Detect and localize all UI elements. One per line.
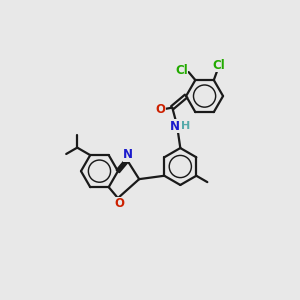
Text: Cl: Cl bbox=[175, 64, 188, 77]
Text: O: O bbox=[115, 197, 125, 210]
Text: H: H bbox=[181, 121, 190, 131]
Text: O: O bbox=[155, 103, 165, 116]
Text: N: N bbox=[123, 148, 133, 161]
Text: Cl: Cl bbox=[212, 59, 225, 72]
Text: N: N bbox=[169, 120, 180, 133]
